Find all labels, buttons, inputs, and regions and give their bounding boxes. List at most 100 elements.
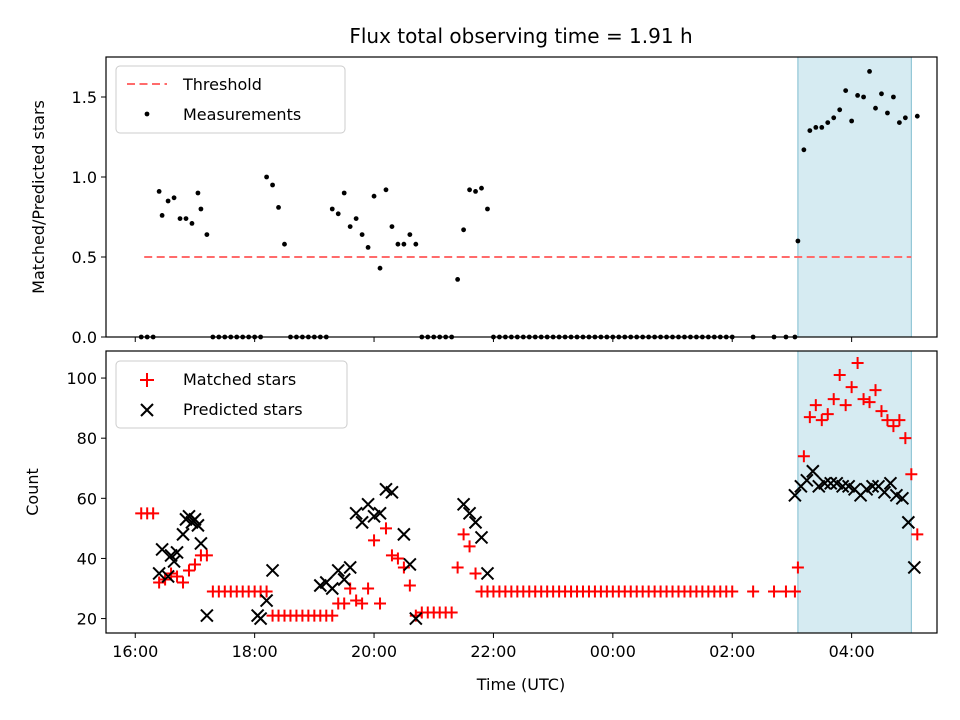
measurements-point xyxy=(825,120,831,125)
measurements-point xyxy=(183,216,189,222)
measurements-point xyxy=(795,238,801,244)
legend-matched-swatch xyxy=(140,373,154,387)
matched-stars-point xyxy=(374,597,387,610)
measurements-point xyxy=(801,147,807,153)
predicted-stars-point xyxy=(176,527,190,542)
predicted-stars-point xyxy=(161,569,175,584)
measurements-point xyxy=(843,88,849,93)
matched-stars-point xyxy=(147,507,160,520)
predicted-stars-point xyxy=(194,536,208,551)
predicted-stars-point xyxy=(200,608,214,623)
measurements-point xyxy=(885,110,890,116)
measurements-point xyxy=(455,277,461,282)
measurements-point xyxy=(264,174,269,180)
panel-ratio-shaded-span xyxy=(797,56,912,338)
measurements-point xyxy=(198,206,204,212)
measurements-point xyxy=(413,241,419,247)
measurements-point xyxy=(347,224,353,230)
panel-ratio-frame xyxy=(105,56,938,338)
predicted-stars-point xyxy=(409,611,423,626)
measurements-point xyxy=(902,115,908,121)
matched-stars-point xyxy=(177,576,190,589)
x-tick-label: 20:00 xyxy=(351,642,397,661)
panel-counts-ylabel: Count xyxy=(23,468,42,516)
x-tick-label: 16:00 xyxy=(112,642,158,661)
matched-stars-point xyxy=(391,552,404,565)
predicted-stars-point xyxy=(385,485,399,500)
measurements-point xyxy=(171,195,177,201)
predicted-stars-point xyxy=(361,497,375,512)
predicted-stars-point xyxy=(480,566,495,581)
predicted-stars-point xyxy=(373,506,387,521)
matched-stars-point xyxy=(385,549,398,562)
matched-stars-point xyxy=(851,357,864,370)
measurements-point xyxy=(896,120,902,125)
x-tick-label: 22:00 xyxy=(470,642,516,661)
measurements-point xyxy=(389,224,395,230)
matched-stars-point xyxy=(463,540,476,553)
predicted-stars-point xyxy=(800,473,814,487)
measurements-point xyxy=(467,187,472,193)
predicted-stars-point xyxy=(456,497,471,512)
predicted-stars-point xyxy=(337,572,351,587)
matched-stars-point xyxy=(457,528,470,541)
measurements-point xyxy=(855,93,861,98)
matched-stars-point xyxy=(451,561,464,574)
y-tick-label: 20 xyxy=(77,610,97,629)
predicted-stars-point xyxy=(788,488,802,503)
measurements-point xyxy=(282,241,287,247)
predicted-stars-point xyxy=(265,563,280,578)
predicted-stars-point xyxy=(907,560,922,575)
predicted-stars-point xyxy=(343,560,357,575)
measurements-point xyxy=(849,118,855,124)
measurements-point xyxy=(479,185,484,191)
measurements-point xyxy=(276,205,281,210)
matched-stars-point xyxy=(171,570,184,583)
panel-ratio-legend: Threshold Measurements xyxy=(115,65,346,134)
measurements-point xyxy=(819,125,825,130)
matched-stars-point xyxy=(788,585,801,598)
measurements-point xyxy=(371,193,377,199)
legend-box xyxy=(115,360,348,429)
measurements-point xyxy=(189,221,195,226)
predicted-stars-point xyxy=(462,506,477,521)
measurements-point xyxy=(407,232,413,238)
legend-measurements-label: Measurements xyxy=(183,105,301,124)
measurements-point xyxy=(807,128,813,134)
panel-ratio-ylabel: Matched/Predicted stars xyxy=(29,100,48,294)
predicted-stars-point xyxy=(331,563,345,578)
predicted-stars-point xyxy=(349,506,363,521)
panel-ratio: 0.0 0.5 1.0 1.5 Matched/Predicted stars Thr… xyxy=(29,56,938,347)
panel-counts-legend: Matched stars Predicted stars xyxy=(115,360,348,429)
matched-stars-point xyxy=(827,393,840,406)
matched-stars-point xyxy=(863,396,876,409)
measurements-point xyxy=(159,213,165,218)
measurements-point xyxy=(861,94,866,100)
x-tick-label: 02:00 xyxy=(709,642,755,661)
matched-stars-point xyxy=(469,567,482,580)
matched-stars-point xyxy=(188,558,201,571)
legend-box xyxy=(115,65,346,134)
legend-predicted-swatch xyxy=(140,403,154,417)
measurements-point xyxy=(914,113,920,119)
measurements-point xyxy=(891,94,896,100)
predicted-stars-point xyxy=(474,530,489,545)
matched-stars-point xyxy=(899,432,912,445)
predicted-stars-point xyxy=(468,515,483,530)
x-tick-label: 00:00 xyxy=(590,642,636,661)
matched-stars-point xyxy=(768,585,781,598)
matched-stars-point xyxy=(338,597,351,610)
y-tick-label: 100 xyxy=(66,369,97,388)
matched-stars-point xyxy=(403,579,416,592)
predicted-stars-point xyxy=(325,581,339,596)
predicted-stars-point xyxy=(895,491,910,506)
panel-counts: 20 40 60 80 100 16:00 18:00 20:00 22:00 00:00 02:0… xyxy=(23,350,938,694)
predicted-stars-point xyxy=(155,542,169,557)
measurements-point xyxy=(359,232,365,238)
measurements-point xyxy=(867,69,872,74)
matched-stars-point xyxy=(356,597,369,610)
matched-stars-point xyxy=(815,414,828,427)
matched-stars-point xyxy=(350,594,363,607)
matched-stars-point xyxy=(809,399,822,412)
